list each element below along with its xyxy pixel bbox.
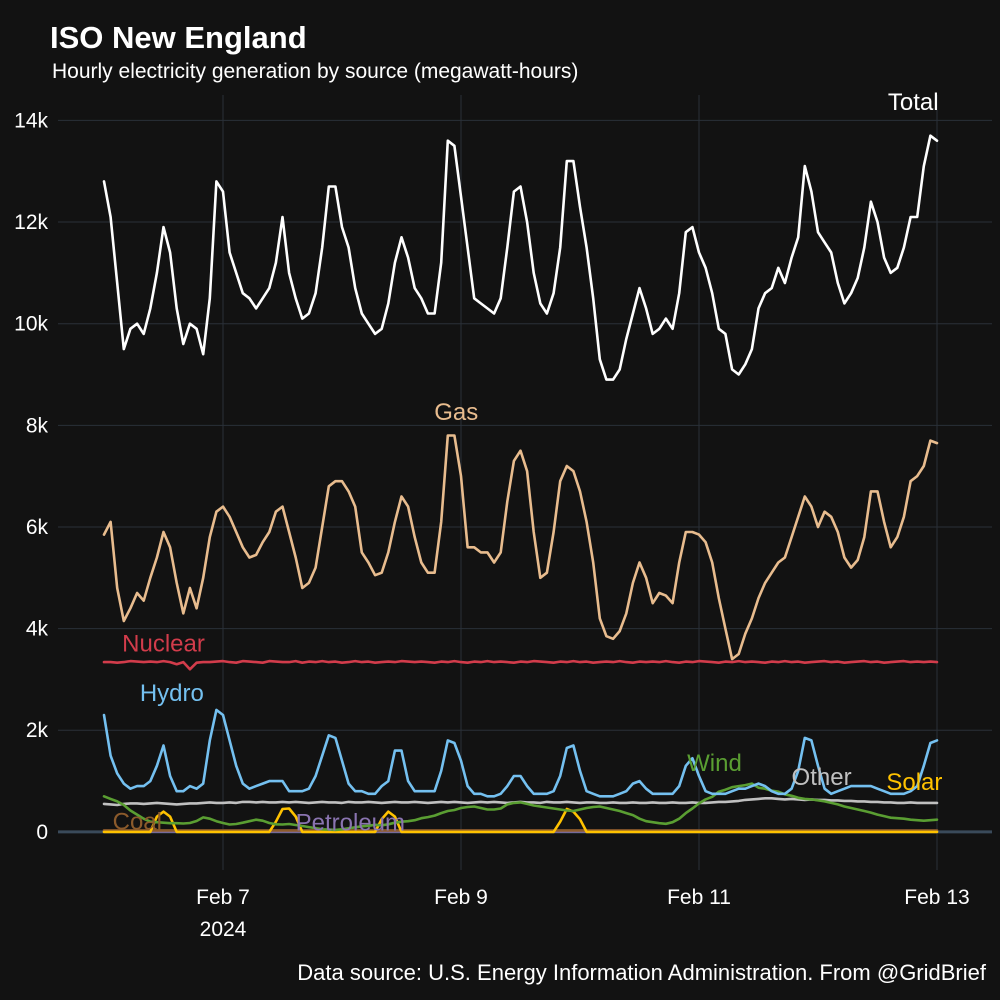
- series-label-hydro: Hydro: [140, 680, 204, 707]
- series-label-nuclear: Nuclear: [122, 630, 205, 657]
- x-tick-label: Feb 7: [196, 886, 250, 909]
- y-tick-label: 14k: [14, 109, 48, 132]
- x-tick-label: Feb 11: [667, 886, 731, 909]
- series-label-petroleum: Petroleum: [296, 809, 405, 836]
- series-label-gas: Gas: [434, 399, 478, 426]
- y-tick-label: 12k: [14, 211, 48, 234]
- series-label-total: Total: [888, 89, 939, 116]
- x-tick-label: Feb 9: [434, 886, 488, 909]
- series-line-gas: [102, 434, 939, 661]
- chart-subtitle: Hourly electricity generation by source …: [52, 60, 579, 83]
- axis-layer: 0 2k 4k 6k 8k 10k 12k 14k Feb 7 Feb 9 Feb 11 Feb 13…: [14, 109, 970, 941]
- series-label-other: Other: [792, 764, 852, 791]
- x-tick-label: Feb 13: [904, 886, 969, 909]
- x-tick-year-label: 2024: [200, 918, 247, 941]
- y-tick-label: 10k: [14, 313, 48, 336]
- series-label-solar: Solar: [886, 769, 942, 796]
- series-label-coal: Coal: [113, 808, 162, 835]
- y-tick-label: 0: [36, 821, 48, 844]
- series-label-layer: Total Gas Nuclear Hydro Wind Other Solar Coal Pe…: [113, 89, 943, 836]
- y-tick-label: 4k: [26, 618, 49, 641]
- series-line-total: [102, 134, 939, 381]
- series-line-nuclear: [102, 659, 939, 671]
- y-tick-label: 2k: [26, 719, 49, 742]
- y-tick-label: 8k: [26, 414, 49, 437]
- chart-title: ISO New England: [50, 20, 307, 55]
- chart-source-note: Data source: U.S. Energy Information Adm…: [297, 960, 986, 985]
- series-line-wind: [102, 782, 939, 832]
- series-layer: [102, 134, 939, 834]
- y-tick-label: 6k: [26, 516, 49, 539]
- series-label-wind: Wind: [687, 750, 742, 777]
- series-line-solar: [102, 807, 939, 834]
- series-line-hydro: [102, 708, 939, 798]
